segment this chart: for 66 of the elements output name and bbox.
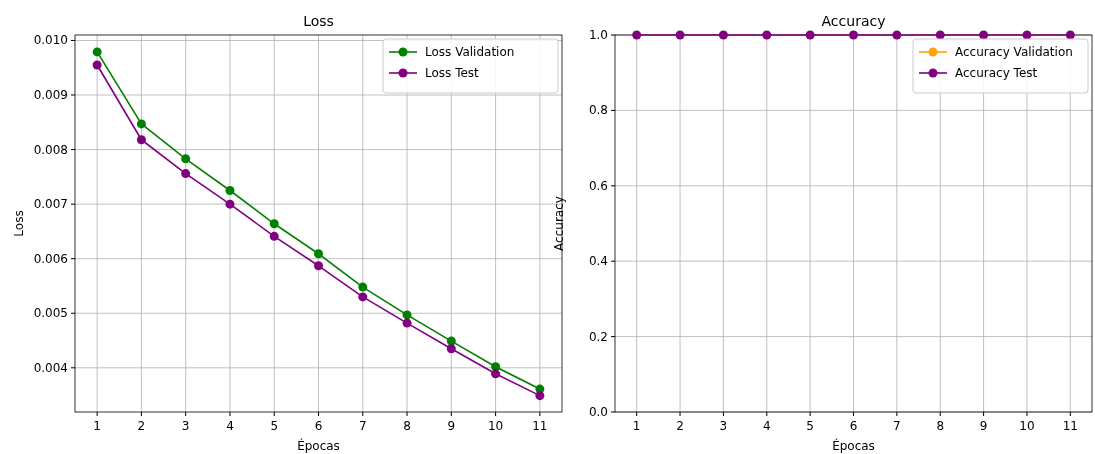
x-tick-label: 2 — [137, 419, 146, 433]
point — [136, 119, 146, 129]
x-tick-label: 9 — [447, 419, 456, 433]
x-tick-label: 6 — [314, 419, 323, 433]
y-tick-label: 0.004 — [33, 360, 68, 375]
y-tick-label: 0.006 — [33, 251, 68, 266]
x-tick-label: 10 — [1019, 419, 1035, 433]
y-tick-label: 0.2 — [588, 329, 608, 344]
x-tick-label: 1 — [632, 419, 641, 433]
x-axis-title: Épocas — [297, 438, 340, 453]
point — [446, 344, 456, 354]
y-tick-label: 1.0 — [588, 28, 608, 42]
point — [269, 231, 279, 241]
point — [402, 310, 412, 320]
point — [225, 185, 235, 195]
chart-title: Loss — [303, 13, 334, 29]
y-tick-label: 0.010 — [33, 33, 68, 48]
point — [491, 369, 501, 379]
x-tick-label: 3 — [181, 419, 190, 433]
x-tick-label: 8 — [936, 419, 945, 433]
y-tick-label: 0.6 — [588, 178, 608, 193]
x-axis-title: Épocas — [832, 438, 875, 453]
point — [491, 362, 501, 372]
legend-label: Loss Test — [425, 66, 480, 80]
y-axis-title: Accuracy — [552, 196, 566, 251]
point — [446, 336, 456, 346]
y-tick-label: 0.005 — [33, 306, 68, 321]
x-tick-label: 8 — [403, 419, 411, 433]
x-tick-label: 1 — [93, 419, 101, 433]
point — [314, 249, 323, 259]
x-tick-label: 5 — [806, 419, 814, 433]
x-tick-label: 4 — [762, 419, 771, 433]
point — [136, 135, 146, 145]
x-tick-label: 9 — [979, 419, 988, 433]
y-tick-label: 0.008 — [33, 142, 68, 157]
point — [92, 60, 102, 70]
point — [225, 199, 235, 209]
point — [358, 282, 368, 292]
point — [314, 261, 323, 271]
point — [181, 169, 191, 179]
legend-label: Loss Validation — [425, 45, 515, 59]
point — [535, 391, 545, 401]
x-tick-label: 3 — [719, 419, 728, 433]
y-tick-label: 0.0 — [588, 405, 608, 419]
y-tick-label: 0.007 — [33, 197, 68, 212]
x-tick-label: 11 — [532, 419, 548, 433]
point — [358, 292, 368, 302]
point — [402, 318, 412, 328]
y-tick-label: 0.8 — [588, 103, 608, 118]
legend-label: Accuracy Test — [955, 66, 1038, 80]
x-tick-label: 4 — [226, 419, 234, 433]
x-tick-label: 11 — [1062, 419, 1078, 433]
chart-title: Accuracy — [821, 13, 886, 29]
y-tick-label: 0.009 — [33, 88, 68, 103]
x-tick-label: 5 — [270, 419, 279, 433]
x-tick-label: 7 — [893, 419, 901, 433]
point — [92, 47, 102, 57]
x-tick-label: 6 — [849, 419, 858, 433]
y-axis-title: Loss — [12, 210, 26, 237]
point — [181, 154, 191, 164]
x-tick-label: 7 — [358, 419, 367, 433]
x-tick-label: 10 — [487, 419, 504, 433]
y-tick-label: 0.4 — [588, 254, 608, 269]
legend-label: Accuracy Validation — [955, 45, 1073, 59]
point — [269, 219, 279, 229]
x-tick-label: 2 — [676, 419, 684, 433]
